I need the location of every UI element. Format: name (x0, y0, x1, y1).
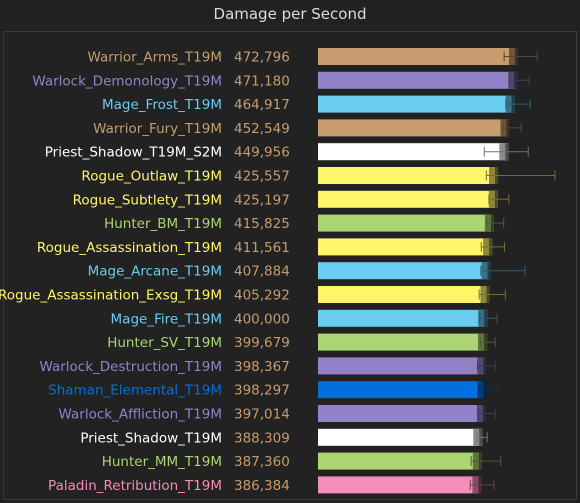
chart-rows: Warrior_Arms_T19M 472,796 Warlock_Demonolo… (0, 48, 556, 494)
chart-title: Damage per Second (214, 5, 367, 23)
category-label: Rogue_Outlaw_T19M (81, 169, 222, 185)
bar (318, 190, 498, 208)
category-label: Hunter_BM_T19M (104, 216, 222, 232)
bar (318, 286, 490, 303)
category-label: Mage_Arcane_T19M (88, 264, 222, 280)
bar (318, 214, 494, 232)
value-label: 388,309 (234, 430, 290, 446)
value-label: 472,796 (234, 50, 290, 66)
bar (318, 405, 486, 422)
category-label: Warlock_Demonology_T19M (32, 73, 222, 89)
value-label: 400,000 (234, 311, 290, 327)
bar (318, 309, 488, 327)
category-label: Warlock_Destruction_T19M (39, 359, 222, 375)
value-label: 387,360 (234, 454, 290, 470)
bar (318, 428, 483, 446)
value-label: 464,917 (234, 97, 290, 113)
bar (318, 476, 482, 494)
category-label: Rogue_Assassination_Exsg_T19M (0, 288, 222, 304)
category-label: Rogue_Assassination_T19M (37, 240, 222, 256)
category-label: Shaman_Elemental_T19M (48, 383, 222, 399)
value-label: 425,197 (234, 192, 290, 208)
category-label: Warlock_Affliction_T19M (59, 407, 222, 423)
value-label: 452,549 (234, 121, 290, 137)
value-label: 405,292 (234, 288, 290, 304)
bar (318, 238, 493, 256)
bar (318, 119, 510, 137)
value-label: 411,561 (234, 240, 290, 256)
category-label: Rogue_Subtlety_T19M (73, 192, 222, 208)
bar (318, 95, 515, 113)
value-label: 425,557 (234, 169, 290, 185)
bar (318, 167, 499, 184)
value-label: 407,884 (234, 264, 290, 280)
bar (318, 71, 518, 89)
value-label: 398,367 (234, 359, 290, 375)
category-label: Warrior_Fury_T19M (93, 121, 222, 137)
category-label: Priest_Shadow_T19M (80, 430, 222, 446)
category-label: Mage_Frost_T19M (102, 97, 222, 113)
value-label: 398,297 (234, 383, 290, 399)
value-label: 386,384 (234, 478, 290, 494)
category-label: Mage_Fire_T19M (111, 311, 222, 327)
bar (318, 333, 488, 351)
category-label: Hunter_SV_T19M (107, 335, 222, 351)
category-label: Warrior_Arms_T19M (88, 50, 223, 66)
category-label: Hunter_MM_T19M (102, 454, 222, 470)
category-label: Priest_Shadow_T19M_S2M (45, 145, 222, 161)
value-label: 415,825 (234, 216, 290, 232)
bar (318, 357, 487, 375)
value-label: 399,679 (234, 335, 290, 351)
bar (318, 452, 482, 470)
category-label: Paladin_Retribution_T19M (48, 478, 222, 494)
bar (318, 143, 509, 161)
bar (318, 262, 491, 280)
bar (318, 381, 487, 399)
bar (318, 48, 518, 65)
value-label: 471,180 (234, 73, 290, 89)
value-label: 449,956 (234, 145, 290, 161)
chart-frame (3, 31, 577, 500)
value-label: 397,014 (234, 407, 290, 423)
